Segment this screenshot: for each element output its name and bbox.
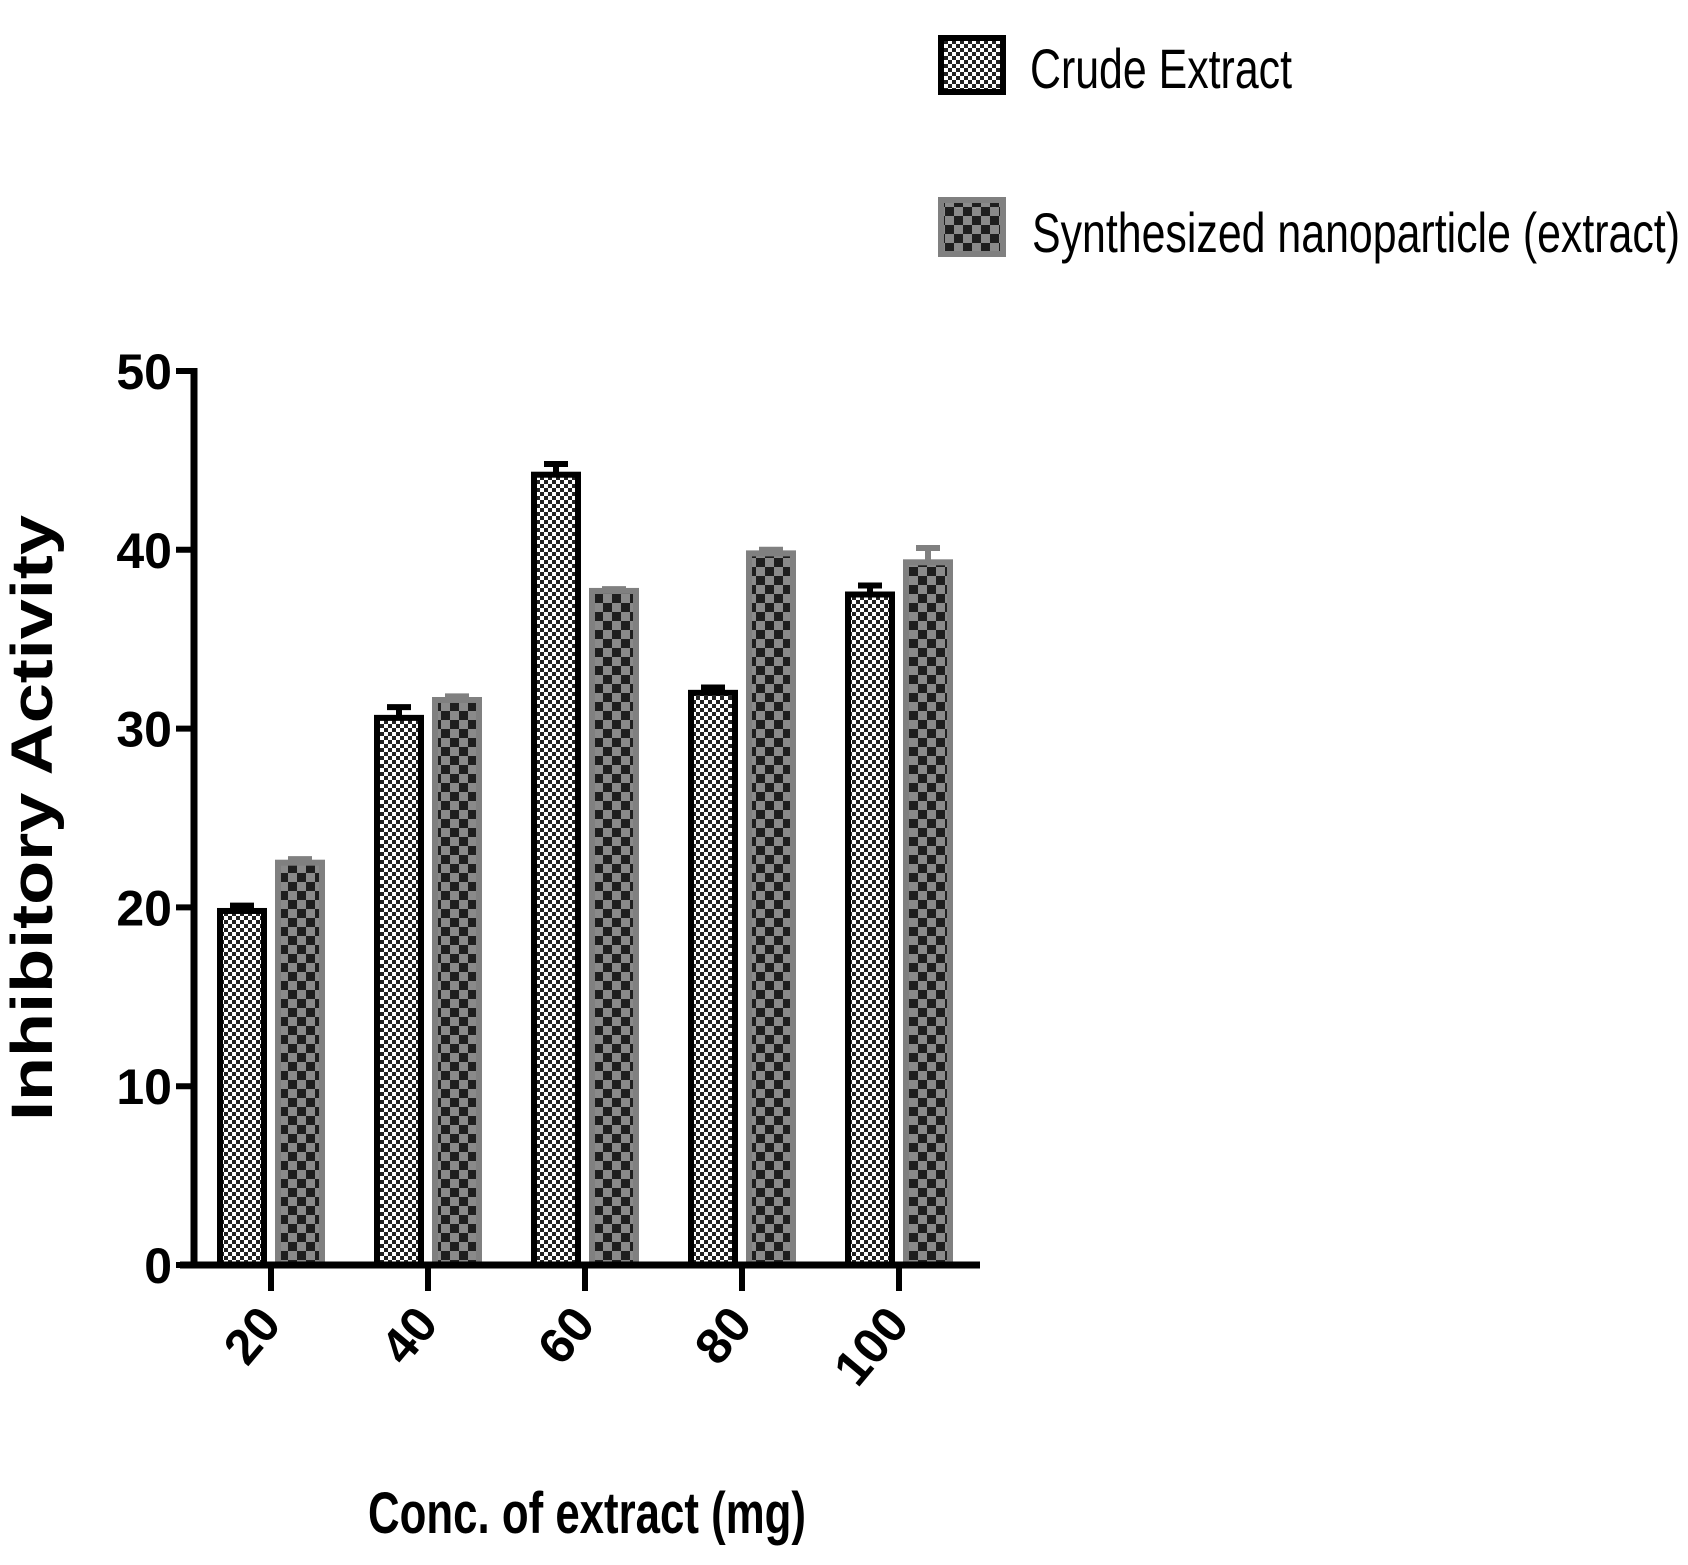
bar-synthesized-nanoparticle-extract-100 xyxy=(903,559,953,1268)
legend-label-crude-extract: Crude Extract xyxy=(1030,37,1292,100)
error-bar-crude-extract-60 xyxy=(544,460,568,475)
bar-synthesized-nanoparticle-extract-20 xyxy=(275,859,325,1268)
bar-crude-extract-60 xyxy=(531,471,581,1269)
x-ticks-group: 20 40 60 80 100 xyxy=(213,1265,920,1396)
y-axis-title: Inhibitory Activity xyxy=(0,515,65,1121)
x-tick-label: 60 xyxy=(527,1296,606,1375)
error-bar-synthesized-nanoparticle-extract-60 xyxy=(602,586,626,593)
y-tick-label: 40 xyxy=(116,523,172,579)
error-bar-synthesized-nanoparticle-extract-40 xyxy=(445,693,469,700)
legend-swatch-crude-extract xyxy=(938,35,1006,95)
bars-group xyxy=(217,471,953,1269)
legend-swatch-synthesized-nanoparticle xyxy=(938,197,1006,257)
bar-crude-extract-40 xyxy=(374,714,424,1268)
y-tick-label: 0 xyxy=(144,1238,172,1294)
error-bar-synthesized-nanoparticle-extract-100 xyxy=(916,545,940,563)
bar-synthesized-nanoparticle-extract-80 xyxy=(746,550,796,1268)
error-bar-synthesized-nanoparticle-extract-20 xyxy=(288,856,312,863)
y-tick-label: 30 xyxy=(116,702,172,758)
bar-crude-extract-20 xyxy=(217,907,267,1268)
y-ticks-group: 0 10 20 30 40 50 xyxy=(116,344,194,1294)
legend-label-synthesized-nanoparticle: Synthesized nanoparticle (extract) xyxy=(1032,201,1680,264)
bar-synthesized-nanoparticle-extract-40 xyxy=(432,696,482,1268)
x-tick-label: 20 xyxy=(213,1296,292,1375)
bar-synthesized-nanoparticle-extract-60 xyxy=(589,587,639,1268)
y-tick-label: 50 xyxy=(116,344,172,400)
error-bar-crude-extract-80 xyxy=(701,684,725,693)
x-tick-label: 40 xyxy=(370,1296,449,1375)
error-bar-crude-extract-40 xyxy=(387,704,411,718)
error-bar-synthesized-nanoparticle-extract-80 xyxy=(759,546,783,554)
error-bar-crude-extract-20 xyxy=(230,902,254,911)
y-tick-label: 10 xyxy=(116,1059,172,1115)
bar-crude-extract-80 xyxy=(688,689,738,1268)
x-tick-label: 80 xyxy=(684,1296,763,1375)
y-tick-label: 20 xyxy=(116,880,172,936)
bar-crude-extract-100 xyxy=(845,591,895,1268)
x-axis-title: Conc. of extract (mg) xyxy=(368,1481,806,1546)
error-bar-crude-extract-100 xyxy=(858,582,882,595)
x-tick-label: 100 xyxy=(823,1296,920,1396)
error-bars-group xyxy=(230,460,940,911)
legend: Crude Extract Synthesized nanoparticle (… xyxy=(938,35,1680,264)
